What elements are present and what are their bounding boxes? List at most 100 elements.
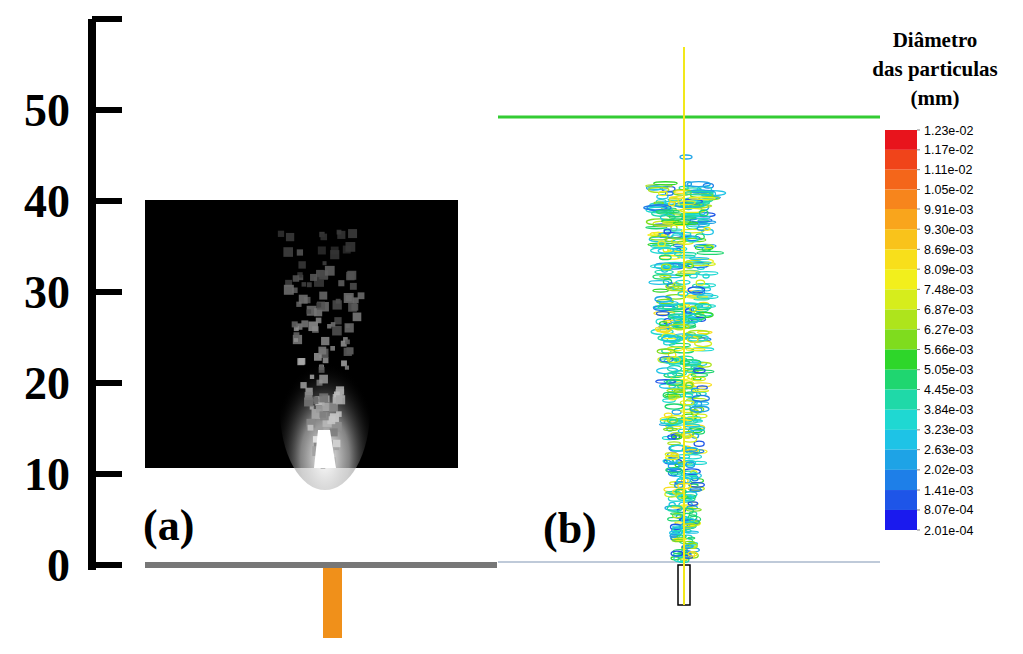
droplet bbox=[297, 249, 303, 255]
colorbar-tick bbox=[917, 469, 920, 470]
droplet bbox=[344, 293, 354, 303]
colorbar-tick-label: 1.11e-02 bbox=[924, 163, 972, 177]
particle bbox=[703, 274, 709, 278]
colorbar-cell bbox=[885, 490, 917, 510]
colorbar-tick-label: 1.41e-03 bbox=[924, 484, 973, 498]
colorbar-cell bbox=[885, 249, 917, 269]
particle bbox=[678, 292, 688, 296]
ground-line bbox=[145, 562, 497, 568]
particle bbox=[672, 539, 684, 541]
colorbar-tick-label: 2.63e-03 bbox=[924, 443, 973, 457]
colorbar-tick-label: 8.09e-03 bbox=[924, 263, 973, 277]
particle bbox=[685, 531, 698, 533]
particle bbox=[692, 395, 709, 401]
particle bbox=[649, 281, 669, 285]
colorbar-cell bbox=[885, 170, 917, 190]
colorbar-cell bbox=[885, 209, 917, 229]
particle bbox=[667, 380, 684, 386]
droplet bbox=[278, 231, 284, 237]
colorbar-tick-label: 4.45e-03 bbox=[924, 383, 973, 397]
particle bbox=[671, 454, 679, 457]
droplet bbox=[323, 357, 329, 363]
particle bbox=[693, 390, 709, 392]
droplet bbox=[300, 382, 306, 388]
droplet bbox=[313, 399, 318, 404]
particle bbox=[693, 420, 702, 422]
colorbar-tick bbox=[917, 209, 920, 210]
particle bbox=[655, 270, 673, 274]
particle bbox=[690, 489, 702, 491]
colorbar-tick bbox=[917, 149, 920, 150]
colorbar-cell bbox=[885, 329, 917, 349]
droplet bbox=[332, 326, 342, 336]
particle bbox=[672, 410, 681, 414]
particle bbox=[659, 255, 671, 259]
particle bbox=[690, 487, 701, 491]
colorbar-tick-label: 5.05e-03 bbox=[924, 363, 973, 377]
colorbar-tick-label: 9.30e-03 bbox=[924, 223, 973, 237]
droplet bbox=[301, 320, 308, 327]
colorbar-cell bbox=[885, 310, 917, 330]
particle bbox=[669, 324, 689, 329]
particle bbox=[688, 502, 697, 506]
colorbar-tick-label: 2.01e-04 bbox=[924, 524, 973, 538]
droplet bbox=[345, 323, 354, 332]
particle bbox=[662, 336, 677, 342]
panel-a: (a) bbox=[143, 200, 497, 638]
particle bbox=[670, 197, 683, 200]
colorbar-cell bbox=[885, 190, 917, 210]
particle bbox=[656, 210, 679, 212]
colorbar-tick-label: 8.07e-04 bbox=[924, 503, 973, 517]
particle bbox=[694, 368, 705, 372]
colorbar-tick-label: 2.02e-03 bbox=[924, 463, 973, 477]
colorbar-tick bbox=[917, 530, 920, 531]
colorbar-cell bbox=[885, 289, 917, 309]
colorbar-tick bbox=[917, 169, 920, 170]
particle bbox=[667, 286, 685, 290]
colorbar-tick-label: 6.27e-03 bbox=[924, 323, 973, 337]
particle bbox=[668, 373, 677, 377]
particle bbox=[667, 357, 680, 363]
particle bbox=[650, 236, 668, 240]
droplet bbox=[319, 393, 328, 402]
colorbar-tick-label: 1.17e-02 bbox=[924, 143, 973, 157]
colorbar-tick-label: 8.69e-03 bbox=[924, 243, 973, 257]
particle bbox=[656, 312, 669, 316]
colorbar-tick bbox=[917, 189, 920, 190]
particle bbox=[669, 396, 680, 399]
particle bbox=[653, 275, 671, 279]
colorbar-tick-label: 1.23e-02 bbox=[924, 124, 973, 138]
colorbar-cell bbox=[885, 229, 917, 249]
particle bbox=[664, 413, 672, 417]
particle bbox=[666, 469, 682, 471]
particle bbox=[697, 251, 724, 254]
panel-label: (b) bbox=[543, 504, 597, 553]
tick-label: 20 bbox=[24, 358, 70, 409]
jet-glow bbox=[280, 330, 370, 490]
droplet bbox=[321, 337, 329, 345]
particle bbox=[680, 401, 693, 405]
particle bbox=[686, 462, 695, 467]
droplet bbox=[337, 230, 342, 235]
droplet bbox=[330, 428, 338, 436]
droplet bbox=[299, 295, 308, 304]
colorbar-tick bbox=[917, 490, 920, 491]
axis-end-cap bbox=[92, 16, 122, 22]
particle bbox=[657, 349, 675, 354]
droplet bbox=[333, 440, 341, 448]
particle bbox=[668, 417, 678, 423]
droplet bbox=[284, 285, 294, 295]
particle bbox=[653, 289, 668, 292]
droplet bbox=[336, 411, 342, 417]
droplet bbox=[310, 375, 314, 379]
particle bbox=[695, 246, 713, 250]
particle bbox=[697, 305, 715, 308]
colorbar-tick bbox=[917, 389, 920, 390]
droplet bbox=[325, 266, 335, 276]
particle bbox=[691, 373, 707, 376]
colorbar-cell bbox=[885, 269, 917, 289]
tick-label: 30 bbox=[24, 267, 70, 318]
colorbar-cell bbox=[885, 390, 917, 410]
droplet bbox=[345, 366, 349, 370]
colorbar-tick-label: 3.84e-03 bbox=[924, 403, 973, 417]
